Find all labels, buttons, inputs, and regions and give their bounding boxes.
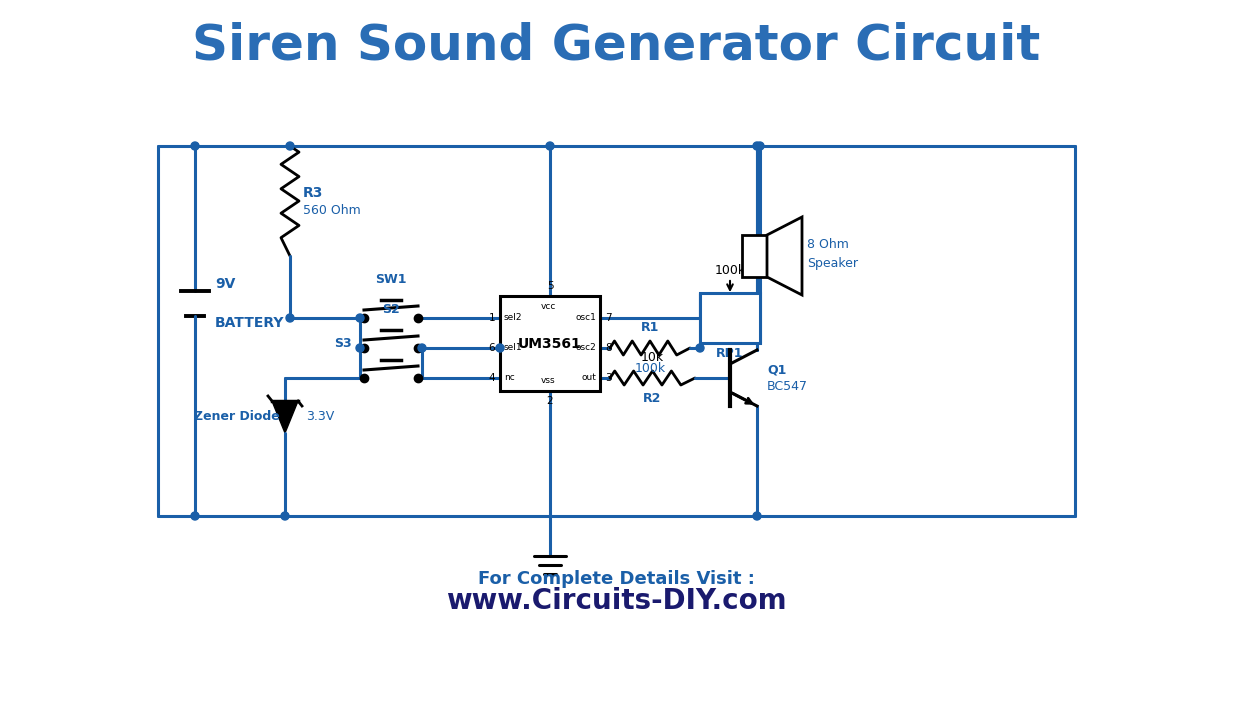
Circle shape — [756, 142, 764, 150]
Text: vcc: vcc — [540, 302, 556, 311]
Text: vss: vss — [541, 376, 555, 385]
Text: S2: S2 — [382, 303, 399, 316]
Text: BC547: BC547 — [767, 380, 808, 392]
Circle shape — [191, 142, 199, 150]
Circle shape — [496, 344, 504, 352]
Text: For Complete Details Visit :: For Complete Details Visit : — [477, 570, 755, 588]
Bar — [501, 296, 600, 391]
Text: www.Circuits-DIY.com: www.Circuits-DIY.com — [445, 587, 787, 615]
Text: 8 Ohm: 8 Ohm — [808, 237, 848, 250]
Circle shape — [286, 314, 293, 322]
Text: nc: nc — [504, 373, 514, 383]
Circle shape — [286, 142, 293, 150]
Text: R3: R3 — [303, 186, 323, 200]
Circle shape — [546, 142, 554, 150]
Text: osc1: osc1 — [575, 314, 596, 323]
Polygon shape — [272, 401, 298, 433]
Text: 3: 3 — [605, 373, 612, 383]
Text: 100k: 100k — [635, 362, 666, 375]
Circle shape — [356, 344, 364, 352]
Circle shape — [356, 314, 364, 322]
Circle shape — [191, 512, 199, 520]
Text: R2: R2 — [644, 392, 662, 405]
Text: out: out — [581, 373, 596, 383]
Text: 100k: 100k — [714, 264, 746, 277]
Text: 2: 2 — [546, 396, 554, 406]
Text: R1: R1 — [641, 321, 660, 334]
Text: 1: 1 — [488, 313, 494, 323]
Text: 6: 6 — [488, 343, 494, 353]
Circle shape — [281, 512, 289, 520]
Text: 560 Ohm: 560 Ohm — [303, 205, 361, 218]
Text: Speaker: Speaker — [808, 257, 858, 270]
Text: 10k: 10k — [641, 351, 665, 364]
Text: 4: 4 — [488, 373, 494, 383]
Bar — [700, 293, 760, 343]
Text: UM3561: UM3561 — [518, 336, 582, 351]
Circle shape — [753, 512, 761, 520]
Text: RP1: RP1 — [716, 347, 743, 360]
Text: 8: 8 — [605, 343, 612, 353]
Text: sel2: sel2 — [504, 314, 523, 323]
Text: 5: 5 — [546, 281, 554, 291]
Text: Zener Diode: Zener Diode — [195, 410, 280, 424]
Text: S3: S3 — [334, 337, 351, 350]
Text: SW1: SW1 — [375, 273, 407, 286]
Bar — [742, 235, 767, 277]
Text: Siren Sound Generator Circuit: Siren Sound Generator Circuit — [192, 21, 1041, 69]
Circle shape — [418, 344, 425, 352]
Text: BATTERY: BATTERY — [215, 316, 285, 330]
Circle shape — [753, 142, 761, 150]
Circle shape — [695, 344, 704, 352]
Text: 7: 7 — [605, 313, 612, 323]
Polygon shape — [767, 217, 801, 295]
Text: Q1: Q1 — [767, 363, 787, 377]
Text: osc2: osc2 — [576, 343, 596, 353]
Text: 9V: 9V — [215, 277, 236, 291]
Text: 3.3V: 3.3V — [306, 410, 334, 424]
Text: sel1: sel1 — [504, 343, 523, 353]
